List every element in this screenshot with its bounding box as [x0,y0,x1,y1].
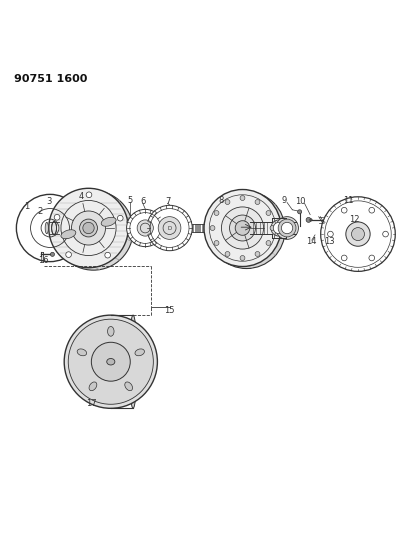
Circle shape [310,219,312,221]
Circle shape [321,197,395,271]
Circle shape [369,207,375,213]
Text: D: D [167,225,172,230]
Circle shape [91,342,130,381]
Circle shape [118,215,123,221]
Circle shape [306,217,311,222]
Circle shape [235,221,250,235]
Text: 11: 11 [343,196,353,205]
Circle shape [230,215,255,241]
Text: 5: 5 [128,196,133,205]
Circle shape [278,219,296,237]
Circle shape [240,255,245,261]
Circle shape [51,252,55,256]
Text: 7: 7 [165,197,170,206]
Circle shape [369,255,375,261]
Circle shape [341,207,347,213]
Text: 8: 8 [218,196,224,205]
Circle shape [16,195,84,262]
Circle shape [240,196,245,200]
Ellipse shape [108,327,114,336]
Circle shape [270,225,275,230]
Text: 3: 3 [47,197,52,206]
Circle shape [49,188,128,268]
Circle shape [225,252,230,256]
Ellipse shape [135,349,144,356]
Circle shape [214,240,219,245]
Text: 13: 13 [324,237,335,246]
Circle shape [210,225,215,230]
Circle shape [80,219,98,237]
Ellipse shape [129,315,137,408]
Circle shape [266,240,271,245]
Circle shape [208,191,285,269]
Circle shape [271,220,287,236]
Text: 15: 15 [164,306,175,315]
Circle shape [341,255,347,261]
Text: 4: 4 [78,192,84,201]
Circle shape [297,210,302,214]
Text: 17: 17 [86,399,97,408]
Circle shape [383,231,388,237]
Circle shape [328,231,333,237]
Text: 12: 12 [350,215,360,224]
Circle shape [204,190,281,266]
Circle shape [222,207,264,249]
Ellipse shape [61,230,76,239]
Circle shape [352,228,364,240]
Circle shape [54,191,133,270]
Circle shape [64,315,157,408]
Ellipse shape [101,217,116,227]
Ellipse shape [125,382,133,391]
Circle shape [68,319,153,404]
Circle shape [158,216,181,239]
Ellipse shape [77,349,86,356]
Circle shape [83,222,94,233]
Circle shape [71,211,106,245]
Text: 2: 2 [37,207,42,216]
Circle shape [266,211,271,215]
Text: 90751 1600: 90751 1600 [13,74,87,84]
Circle shape [105,252,111,258]
Circle shape [276,216,298,239]
Circle shape [126,209,164,247]
Circle shape [255,252,260,256]
Text: 10: 10 [295,197,306,206]
Text: 9: 9 [282,196,287,205]
Circle shape [147,205,192,251]
Circle shape [273,222,285,233]
Circle shape [66,252,71,257]
Circle shape [137,220,153,236]
Circle shape [214,211,219,215]
Circle shape [127,219,133,225]
Circle shape [225,199,230,205]
Circle shape [54,214,60,220]
Ellipse shape [52,222,56,235]
Text: 16: 16 [38,256,49,265]
Circle shape [346,222,370,246]
Circle shape [86,192,92,198]
Text: 6: 6 [140,197,146,206]
Text: 1: 1 [24,202,29,211]
Circle shape [255,199,260,205]
Circle shape [282,222,293,233]
Ellipse shape [107,359,115,365]
Text: 14: 14 [306,237,317,246]
Ellipse shape [45,222,49,233]
Ellipse shape [89,382,97,391]
